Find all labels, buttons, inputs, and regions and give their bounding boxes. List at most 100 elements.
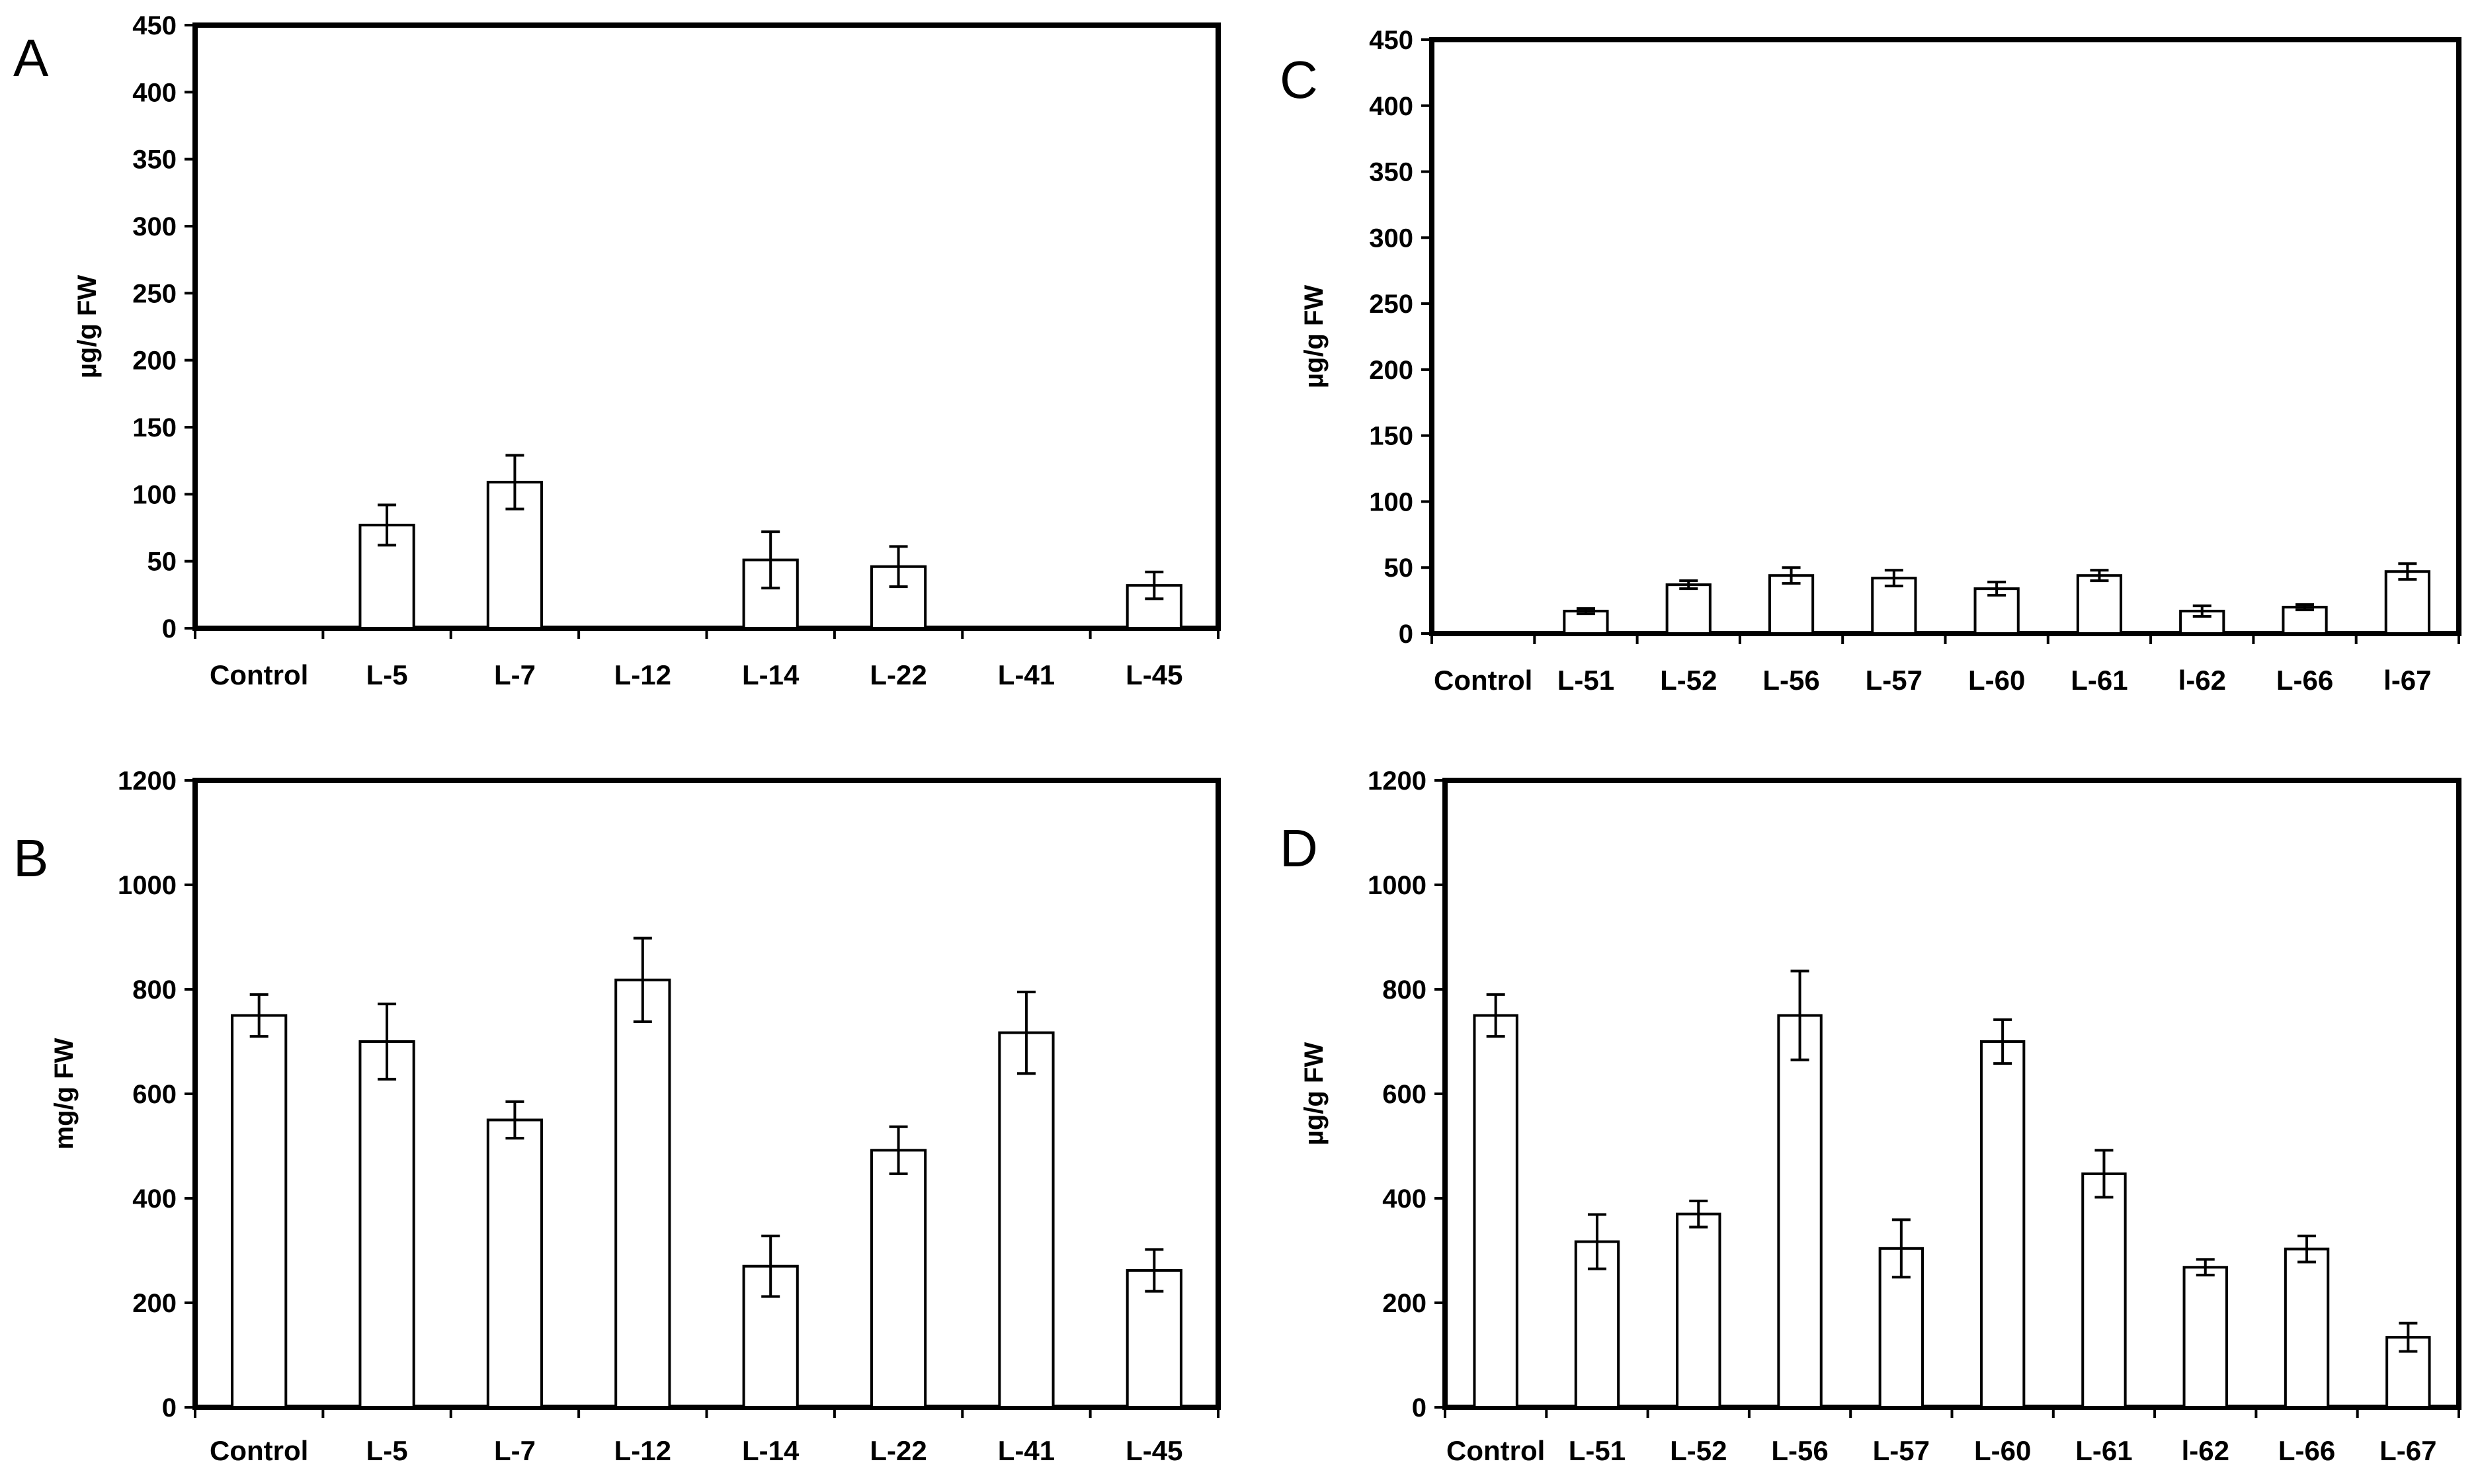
panel-d-category-label: L-61: [2075, 1435, 2132, 1466]
panel-b-category-label: L-22: [870, 1435, 927, 1466]
panel-a-ylabel: µg/g FW: [73, 275, 102, 379]
panel-d-chart: 0 200 400 600 800 1000 1200 µg/g FW Control L-51 L…: [1300, 766, 2461, 1466]
panel-b-ytick-label: 1200: [118, 766, 177, 796]
panel-a-ytick-label: 250: [132, 279, 177, 308]
panel-b-bar-l-7: [486, 1118, 544, 1409]
panel-d-category-label: L-51: [1569, 1435, 1626, 1466]
panel-c-ytick-label: 50: [1384, 554, 1414, 583]
panel-b: B 0 200 400 600 800 1000 1200 mg/g FW Control L-5…: [13, 766, 1221, 1466]
panel-c-category-label: L-61: [2071, 665, 2128, 696]
panel-d-bar-l-66: [2284, 1247, 2330, 1409]
panel-d-letter: D: [1280, 819, 1318, 878]
panel-d-ytick-label: 400: [1382, 1184, 1426, 1214]
panel-a-ytick-label: 450: [132, 11, 177, 40]
panel-a-category-label: L-14: [742, 659, 800, 690]
panel-a-ytick-label: 350: [132, 145, 177, 175]
panel-c-bar-l-66: [2282, 606, 2328, 635]
panel-a-frame: [192, 22, 1221, 631]
panel-c-category-label: l-62: [2178, 665, 2226, 696]
panel-c-ytick-label: 100: [1369, 487, 1413, 516]
panel-d-ytick-label: 600: [1382, 1080, 1426, 1109]
panel-a: A 0 50 100 150 200 250 300 350 400 450 µg/g FW Cont…: [13, 11, 1221, 690]
panel-b-bar-l-5: [358, 1040, 415, 1409]
panel-c-bar-l-56: [1768, 574, 1815, 635]
panel-a-chart: 0 50 100 150 200 250 300 350 400 450 µg/g FW Contro…: [73, 11, 1221, 690]
panel-b-ytick-label: 1000: [118, 871, 177, 900]
panel-c-bar-l-52: [1665, 583, 1712, 635]
panel-b-category-label: L-14: [742, 1435, 800, 1466]
panel-d-ytick-label: 800: [1382, 975, 1426, 1005]
panel-a-letter: A: [13, 28, 49, 87]
panel-c-bar-l-67: [2384, 570, 2430, 635]
panel-a-ytick-label: 200: [132, 347, 177, 376]
panel-b-bar-l-22: [870, 1149, 927, 1409]
panel-c-letter: C: [1280, 50, 1318, 109]
panel-b-ylabel: mg/g FW: [50, 1038, 79, 1149]
panel-b-bar-l-12: [614, 978, 671, 1409]
panel-c-category-label: Control: [1434, 665, 1532, 696]
panel-b-ytick-label: 600: [132, 1080, 177, 1109]
panel-d-bar-control: [1473, 1014, 1518, 1409]
panel-b-bar-l-41: [998, 1031, 1055, 1409]
panel-d-category-label: L-57: [1873, 1435, 1930, 1466]
panel-d-ytick-label: 200: [1382, 1289, 1426, 1318]
panel-d-bar-l-60: [1979, 1040, 2026, 1409]
panel-a-ytick-label: 100: [132, 480, 177, 509]
panel-b-ytick-label: 0: [162, 1393, 177, 1422]
panel-c: C 0 50 100 150 200 250 300 350 400 450 µg/g FW Cont…: [1280, 26, 2461, 696]
panel-c-chart: 0 50 100 150 200 250 300 350 400 450 µg/g FW Contro…: [1300, 26, 2461, 696]
panel-b-bar-control: [231, 1014, 288, 1409]
panel-b-ytick-label: 200: [132, 1289, 177, 1318]
panel-a-category-label: Control: [210, 659, 308, 690]
panel-c-category-label: L-60: [1968, 665, 2025, 696]
panel-a-ytick-label: 0: [162, 614, 177, 643]
panel-a-category-label: L-41: [998, 659, 1055, 690]
panel-a-category-label: L-7: [494, 659, 536, 690]
panel-c-ytick-label: 250: [1369, 290, 1413, 319]
panel-c-ytick-label: 350: [1369, 158, 1413, 187]
panel-a-ytick-label: 400: [132, 78, 177, 107]
panel-c-category-label: l-67: [2383, 665, 2431, 696]
panel-d-ytick-label: 0: [1412, 1393, 1426, 1422]
panel-d-category-label: l-62: [2182, 1435, 2229, 1466]
panel-c-ytick-label: 200: [1369, 356, 1413, 385]
panel-c-category-label: L-52: [1660, 665, 1717, 696]
panel-d-category-label: Control: [1446, 1435, 1545, 1466]
panel-a-category-label: L-12: [614, 659, 671, 690]
panel-b-category-label: L-12: [614, 1435, 671, 1466]
panel-c-ytick-label: 0: [1399, 620, 1413, 649]
panel-d-category-label: L-60: [1974, 1435, 2031, 1466]
panel-d-ytick-label: 1200: [1368, 766, 1426, 796]
panel-b-ytick-label: 400: [132, 1184, 177, 1214]
panel-c-frame: [1429, 37, 2461, 636]
panel-b-category-label: L-41: [998, 1435, 1055, 1466]
panel-d-bar-l-61: [2081, 1172, 2127, 1409]
panel-a-category-label: L-5: [366, 659, 408, 690]
panel-c-category-label: L-57: [1866, 665, 1922, 696]
panel-c-category-label: L-66: [2276, 665, 2333, 696]
panel-d-category-label: L-52: [1670, 1435, 1727, 1466]
panel-d-bar-l-52: [1676, 1212, 1721, 1409]
panel-d-bar-l-56: [1777, 1014, 1823, 1409]
panel-a-ytick-label: 150: [132, 413, 177, 442]
panel-d-category-label: L-56: [1771, 1435, 1828, 1466]
panel-b-bar-l-45: [1126, 1269, 1182, 1409]
panel-d-ylabel: µg/g FW: [1300, 1042, 1329, 1146]
panel-a-ytick-label: 50: [147, 548, 177, 577]
panel-d-ytick-label: 1000: [1368, 871, 1426, 900]
panel-d: D 0 200 400 600 800 1000 1200 µg/g FW Control L-5…: [1280, 766, 2461, 1466]
panel-c-ylabel: µg/g FW: [1300, 285, 1329, 389]
panel-c-ytick-label: 450: [1369, 26, 1413, 55]
panel-d-category-label: L-67: [2379, 1435, 2436, 1466]
panel-b-frame: [192, 778, 1221, 1410]
panel-a-ytick-label: 300: [132, 212, 177, 241]
panel-c-category-label: L-51: [1557, 665, 1614, 696]
panel-b-category-label: L-45: [1126, 1435, 1182, 1466]
panel-c-ytick-label: 400: [1369, 92, 1413, 121]
panel-d-category-label: L-66: [2278, 1435, 2335, 1466]
panel-b-chart: 0 200 400 600 800 1000 1200 mg/g FW Control L-5 L-…: [50, 766, 1221, 1466]
panel-b-category-label: Control: [210, 1435, 308, 1466]
panel-b-category-label: L-5: [366, 1435, 408, 1466]
panel-b-ytick-label: 800: [132, 975, 177, 1005]
